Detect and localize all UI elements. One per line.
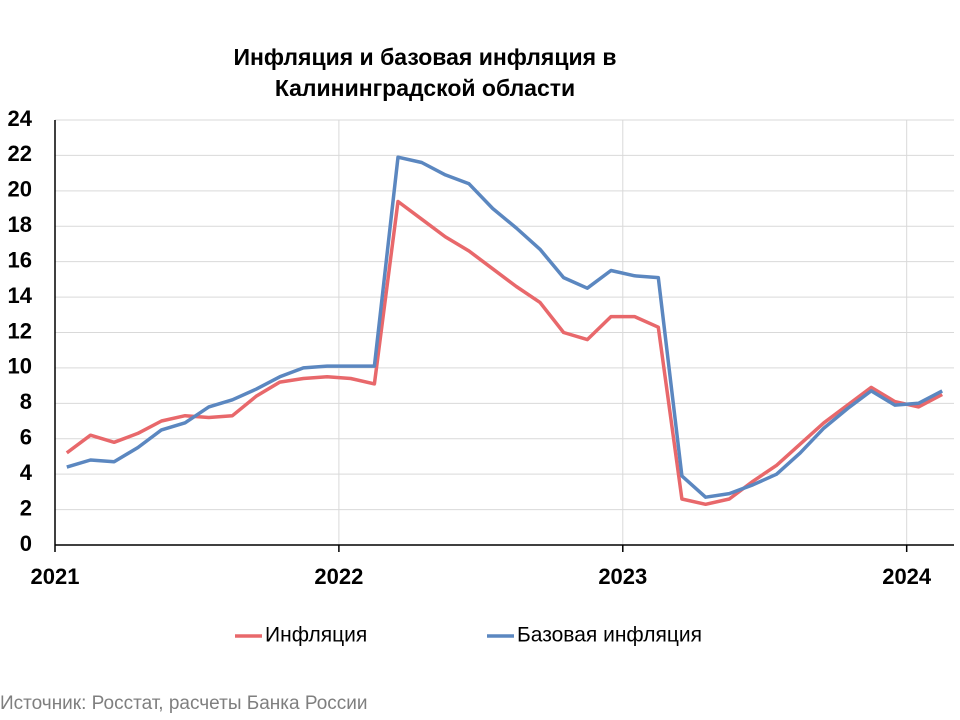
legend-label: Инфляция — [265, 624, 367, 647]
series-line — [65, 199, 944, 507]
y-tick-label: 14 — [8, 283, 33, 308]
y-tick-label: 18 — [8, 212, 32, 237]
x-tick-label: 2021 — [31, 564, 80, 589]
legend-label: Базовая инфляция — [517, 624, 702, 647]
series-line — [66, 155, 944, 499]
x-tick-label: 2022 — [314, 564, 363, 589]
y-tick-label: 16 — [8, 247, 32, 272]
chart-title: Инфляция и базовая инфляция в Калинингра… — [233, 44, 617, 101]
y-tick-label: 6 — [20, 425, 32, 450]
y-tick-label: 12 — [8, 318, 32, 343]
x-tick-label: 2024 — [882, 564, 932, 589]
y-tick-label: 4 — [20, 460, 33, 485]
y-tick-label: 22 — [8, 141, 32, 166]
y-tick-label: 0 — [20, 531, 32, 556]
y-tick-label: 2 — [20, 495, 32, 520]
y-tick-label: 20 — [8, 177, 32, 202]
source-note: Источник: Росстат, расчеты Банка России — [0, 693, 368, 714]
y-tick-label: 24 — [8, 106, 33, 131]
y-tick-label: 8 — [20, 389, 32, 414]
x-tick-label: 2023 — [598, 564, 647, 589]
y-tick-label: 10 — [8, 354, 32, 379]
